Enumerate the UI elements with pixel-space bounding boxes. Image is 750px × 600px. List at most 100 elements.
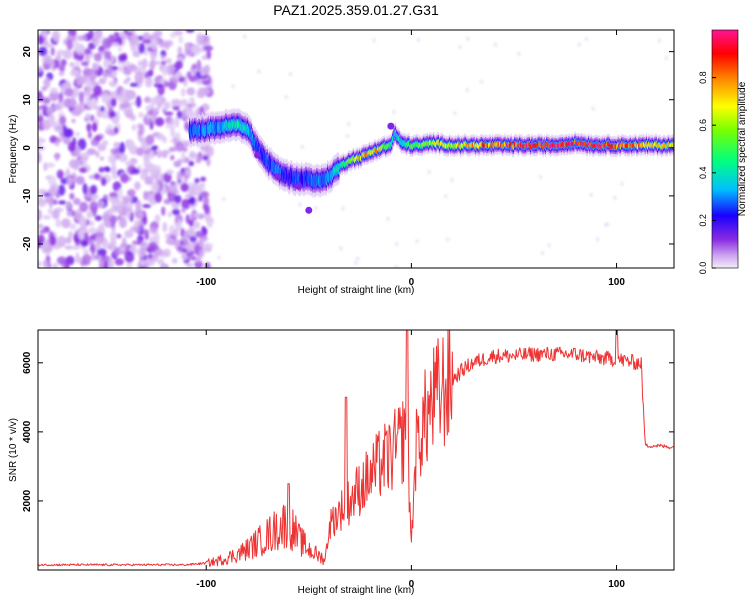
spectrogram-ridge-knot xyxy=(295,182,303,190)
spectrogram-noise-blob xyxy=(122,206,127,217)
spectrogram-noise-blob xyxy=(55,137,62,143)
spectrogram-y-ticks: 20 10 0 -10 -20 xyxy=(22,46,674,251)
spectrogram-noise-blob xyxy=(85,78,92,91)
spectrogram-noise-blob xyxy=(664,56,668,61)
spectrogram-noise-blob xyxy=(175,132,181,141)
colorbar-ticks: 0.0 0.2 0.4 0.6 0.8 xyxy=(698,71,716,274)
spectrogram-noise-blob xyxy=(185,30,195,33)
spectrogram-noise-blob xyxy=(169,224,175,236)
spectrogram-noise-blob xyxy=(60,59,67,67)
spectrogram-noise-blob xyxy=(113,246,122,256)
spectrogram-noise-blob xyxy=(186,242,192,253)
spectrogram-noise-blob xyxy=(79,201,89,213)
spectrogram-noise-blob xyxy=(163,172,172,184)
spectrogram-noise-blob xyxy=(119,246,126,253)
spectrogram-noise-blob xyxy=(170,131,177,138)
spectrogram-noise-blob xyxy=(66,177,74,186)
spectrogram-noise-blob xyxy=(102,71,109,78)
spectrogram-noise-blob xyxy=(178,76,186,83)
spectrogram-noise-blob xyxy=(200,191,210,199)
spectrogram-noise-blob xyxy=(150,182,160,192)
spectrogram-noise-blob xyxy=(138,42,146,54)
spectrogram-noise-blob xyxy=(162,66,167,77)
spectrogram-noise-blob xyxy=(201,55,208,60)
spectrogram-noise-blob xyxy=(109,214,118,224)
spectrogram-noise-blob xyxy=(157,258,165,265)
spectrogram-ridge-knot xyxy=(254,151,262,159)
spectrogram-noise-blob xyxy=(73,197,81,206)
spectrogram-noise-blob xyxy=(75,175,85,185)
spectrogram-noise-blob xyxy=(66,200,72,210)
spectrogram-noise-blob xyxy=(201,79,211,86)
spectrogram-noise-blob xyxy=(94,135,102,142)
spectrogram-noise-blob xyxy=(82,248,90,255)
snr-y-tick-label: 2000 xyxy=(22,489,33,512)
spectrogram-noise-blob xyxy=(193,185,202,196)
spectrogram-noise-blob xyxy=(60,83,66,94)
spectrogram-noise-blob xyxy=(103,50,109,61)
spectrogram-noise-blob xyxy=(392,109,396,114)
spectrogram-noise-blob xyxy=(164,233,170,239)
spectrogram-noise-blob xyxy=(202,196,210,206)
spectrogram-noise-blob xyxy=(58,64,66,72)
spectrogram-noise-blob xyxy=(55,218,62,228)
spectrogram-noise-blob xyxy=(198,237,204,248)
spectrogram-noise-blob xyxy=(98,260,104,268)
spectrogram-noise-blob xyxy=(44,195,55,204)
spectrogram-x-tick-label: -100 xyxy=(196,277,216,288)
spectrogram-noise-blob xyxy=(613,195,617,200)
spectrogram-noise-blob xyxy=(82,182,88,195)
spectrogram-noise-blob xyxy=(109,230,117,242)
spectrogram-noise-blob xyxy=(101,212,111,222)
spectrogram-x-ticks: -100 0 100 xyxy=(196,30,625,288)
spectrogram-noise-blob xyxy=(119,141,126,154)
spectrogram-noise-blob xyxy=(341,206,345,211)
spectrogram-noise-blob xyxy=(97,200,105,209)
spectrogram-x-label: Height of straight line (km) xyxy=(298,285,415,296)
spectrogram-noise-blob xyxy=(49,235,57,247)
spectrogram-noise-blob xyxy=(150,145,159,150)
spectrogram-noise-blob xyxy=(314,206,318,211)
spectrogram-noise-blob xyxy=(394,265,398,268)
spectrogram-noise-blob xyxy=(52,262,59,268)
spectrogram-noise-blob xyxy=(89,70,98,81)
spectrogram-noise-blob xyxy=(98,166,105,173)
spectrogram-noise-blob xyxy=(167,183,178,194)
spectrogram-y-tick-label: -10 xyxy=(22,188,33,203)
spectrogram-noise-blob xyxy=(75,131,80,137)
spectrogram-noise-blob xyxy=(108,80,118,88)
spectrogram-noise-blob xyxy=(98,222,105,235)
spectrogram-noise-blob xyxy=(50,46,55,56)
spectrogram-noise-blob xyxy=(171,257,178,264)
spectrogram-noise-blob xyxy=(69,192,75,200)
spectrogram-y-tick-label: 20 xyxy=(22,46,33,58)
spectrogram-noise-blob xyxy=(465,87,469,92)
spectrogram-noise-blob xyxy=(98,45,105,54)
spectrogram-noise-blob xyxy=(136,147,145,156)
spectrogram-noise-blob xyxy=(38,35,44,45)
spectrogram-noise-blob xyxy=(347,121,351,126)
spectrogram-noise-blob xyxy=(181,150,186,162)
colorbar-tick-label: 0.8 xyxy=(698,71,708,84)
spectrogram-noise-blob xyxy=(596,237,600,242)
spectrogram-noise-blob xyxy=(136,235,144,243)
spectrogram-noise-blob xyxy=(152,112,157,118)
spectrogram-noise-blob xyxy=(108,258,114,268)
spectrogram-noise-blob xyxy=(174,194,182,204)
spectrogram-noise-blob xyxy=(103,58,111,69)
spectrogram-noise-blob xyxy=(126,189,135,197)
spectrogram-noise-blob xyxy=(162,108,167,114)
spectrogram-noise-blob xyxy=(94,30,103,39)
spectrogram-noise-blob xyxy=(150,220,160,230)
spectrogram-noise-blob xyxy=(606,222,610,227)
spectrogram-noise-blob xyxy=(184,42,191,50)
spectrogram-noise-blob xyxy=(118,54,127,63)
spectrogram-noise-blob xyxy=(78,92,85,104)
spectrogram-noise-blob xyxy=(186,71,192,79)
spectrogram-noise-blob xyxy=(99,156,105,161)
spectrogram-noise-blob xyxy=(148,60,156,70)
spectrogram-noise-blob xyxy=(188,160,195,167)
spectrogram-noise-blob xyxy=(185,262,194,268)
spectrogram-noise-blob xyxy=(177,219,182,230)
snr-y-ticks: 2000 4000 6000 xyxy=(22,351,674,512)
